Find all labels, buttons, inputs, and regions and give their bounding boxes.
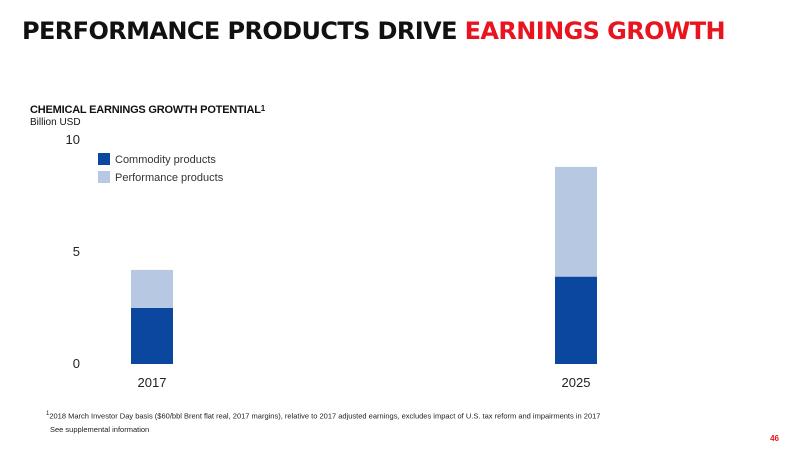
y-tick-label: 0	[73, 356, 80, 371]
supplemental-note: See supplemental information	[50, 425, 150, 434]
bar-performance-2025	[555, 166, 597, 277]
slide-title: PERFORMANCE PRODUCTS DRIVE EARNINGS GROW…	[22, 17, 726, 45]
legend-label: Performance products	[115, 172, 224, 184]
slide-title-highlight: EARNINGS GROWTH	[464, 17, 726, 45]
chart-title: CHEMICAL EARNINGS GROWTH POTENTIAL1	[30, 104, 265, 116]
footnote-text: 2018 March Investor Day basis ($60/bbl B…	[49, 411, 601, 421]
legend-swatch	[98, 153, 110, 165]
y-tick-label: 10	[66, 132, 80, 147]
bar-commodity-2025	[555, 276, 597, 364]
footnote-marker: 1	[46, 411, 50, 417]
chart-title-text: CHEMICAL EARNINGS GROWTH POTENTIAL	[30, 104, 261, 116]
legend-swatch	[98, 171, 110, 183]
bar-commodity-2017	[131, 308, 173, 364]
bar-performance-2017	[131, 269, 173, 308]
y-tick-label: 5	[73, 244, 80, 259]
chart-title-superscript: 1	[260, 104, 265, 113]
page-number: 46	[770, 434, 779, 443]
legend-label: Commodity products	[115, 154, 216, 166]
x-tick-label: 2025	[562, 375, 591, 390]
footnote: 12018 March Investor Day basis ($60/bbl …	[46, 411, 600, 421]
slide-title-main: PERFORMANCE PRODUCTS DRIVE	[22, 17, 465, 45]
x-tick-label: 2017	[138, 375, 167, 390]
chart-subtitle: Billion USD	[30, 117, 81, 128]
